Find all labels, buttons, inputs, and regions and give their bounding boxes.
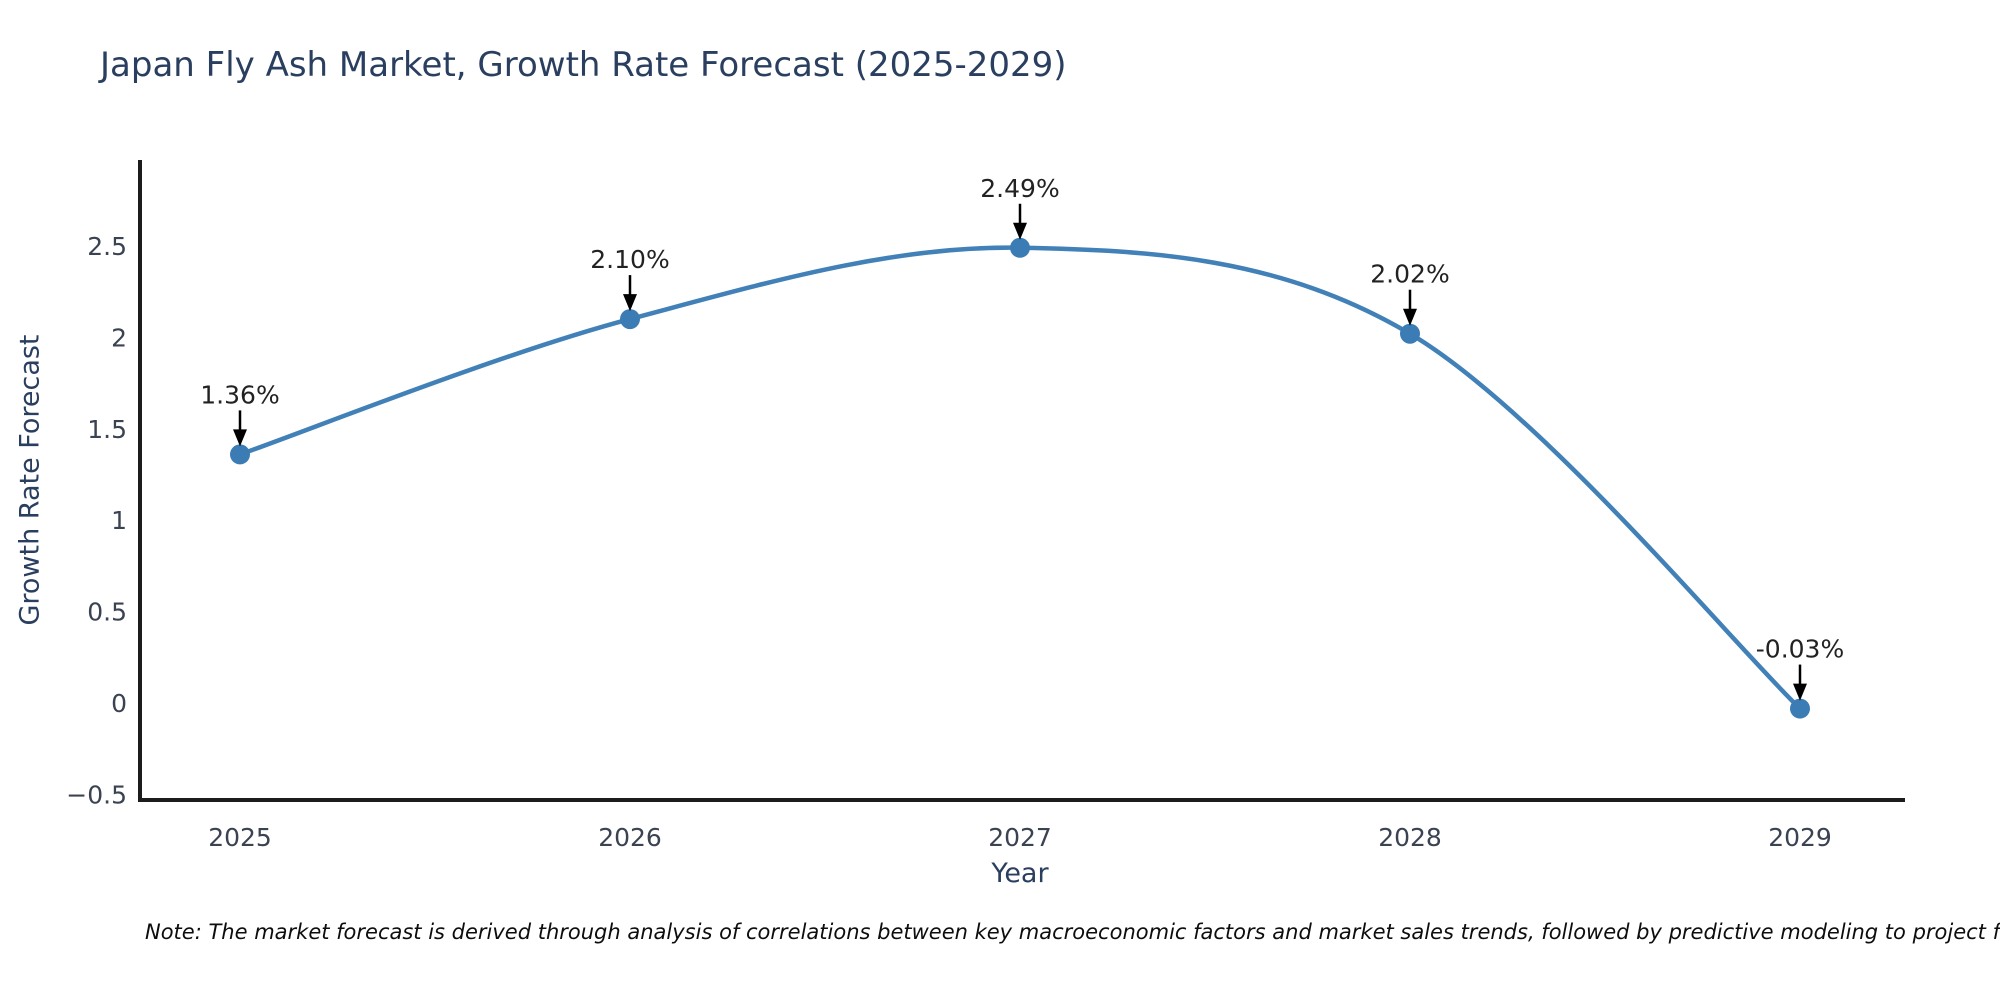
data-point-2027 xyxy=(1010,237,1030,258)
data-point-2029 xyxy=(1790,698,1810,719)
forecast-line xyxy=(237,245,1803,711)
point-value-label: 1.36% xyxy=(200,380,279,409)
point-value-label: -0.03% xyxy=(1756,635,1844,664)
annotation-arrow-head xyxy=(1793,683,1807,701)
y-tick-label: −0.5 xyxy=(66,781,127,810)
point-value-label: 2.10% xyxy=(590,245,669,274)
footnote: Note: The market forecast is derived thr… xyxy=(145,920,2000,944)
y-tick-label: 2 xyxy=(111,323,127,352)
point-value-label: 2.49% xyxy=(980,174,1059,203)
data-point-2028 xyxy=(1400,323,1420,344)
x-tick-label: 2026 xyxy=(598,823,662,852)
data-point-2026 xyxy=(620,309,640,330)
annotation-arrow-head xyxy=(233,429,247,447)
y-tick-label: 0 xyxy=(111,689,127,718)
point-value-label: 2.02% xyxy=(1370,260,1449,289)
y-axis-title: Growth Rate Forecast xyxy=(14,334,46,626)
x-tick-label: 2028 xyxy=(1378,823,1442,852)
x-axis-title: Year xyxy=(991,858,1049,889)
chart-title: Japan Fly Ash Market, Growth Rate Foreca… xyxy=(100,45,1067,85)
y-tick-label: 0.5 xyxy=(87,598,127,627)
y-tick-label: 1.5 xyxy=(87,415,127,444)
annotation-arrow-head xyxy=(1013,222,1027,240)
y-tick-label: 1 xyxy=(111,506,127,535)
x-tick-label: 2025 xyxy=(208,823,272,852)
x-tick-label: 2027 xyxy=(988,823,1052,852)
annotation-arrow-head xyxy=(1403,308,1417,326)
data-point-2025 xyxy=(230,444,250,465)
x-tick-label: 2029 xyxy=(1768,823,1832,852)
y-tick-label: 2.5 xyxy=(87,232,127,261)
annotation-arrow-head xyxy=(623,294,637,312)
